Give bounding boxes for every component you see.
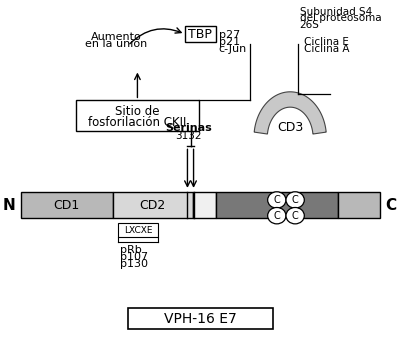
Text: Sitio de: Sitio de — [115, 105, 160, 118]
Text: 26S: 26S — [300, 20, 320, 30]
Circle shape — [268, 192, 286, 208]
Text: CD1: CD1 — [54, 199, 80, 212]
Text: c-Jun: c-Jun — [219, 44, 247, 54]
Text: C: C — [386, 198, 397, 213]
Circle shape — [268, 207, 286, 224]
Text: C: C — [292, 195, 298, 205]
FancyBboxPatch shape — [118, 223, 158, 237]
FancyBboxPatch shape — [216, 193, 338, 218]
Text: C: C — [274, 195, 280, 205]
Text: N: N — [2, 198, 15, 213]
FancyBboxPatch shape — [76, 100, 198, 131]
Text: Subunidad S4: Subunidad S4 — [300, 7, 372, 17]
Text: Serinas: Serinas — [165, 123, 212, 133]
Text: Ciclina E: Ciclina E — [304, 37, 348, 47]
Text: pRb: pRb — [120, 245, 142, 255]
Text: Aumento: Aumento — [91, 32, 142, 42]
Text: p21: p21 — [219, 37, 240, 47]
FancyBboxPatch shape — [21, 193, 113, 218]
FancyBboxPatch shape — [193, 193, 216, 218]
Text: C: C — [274, 211, 280, 221]
Text: CD2: CD2 — [140, 199, 166, 212]
Text: p130: p130 — [120, 259, 148, 269]
FancyBboxPatch shape — [338, 193, 380, 218]
FancyBboxPatch shape — [128, 309, 273, 329]
Text: 3132: 3132 — [175, 131, 202, 141]
Text: p27: p27 — [219, 30, 240, 40]
Text: en la unión: en la unión — [85, 39, 148, 49]
Polygon shape — [254, 92, 326, 134]
Text: p107: p107 — [120, 252, 148, 262]
Text: TBP: TBP — [188, 28, 212, 41]
Text: LXCXE: LXCXE — [124, 226, 153, 235]
Text: Ciclina A: Ciclina A — [304, 44, 349, 54]
Text: CD3: CD3 — [277, 121, 303, 134]
Text: C: C — [292, 211, 298, 221]
FancyBboxPatch shape — [113, 193, 193, 218]
Text: VPH-16 E7: VPH-16 E7 — [164, 312, 237, 326]
Text: del proteosoma: del proteosoma — [300, 13, 381, 23]
Text: fosforilación CKII: fosforilación CKII — [88, 116, 187, 129]
Circle shape — [286, 207, 304, 224]
Circle shape — [286, 192, 304, 208]
FancyBboxPatch shape — [185, 26, 216, 42]
